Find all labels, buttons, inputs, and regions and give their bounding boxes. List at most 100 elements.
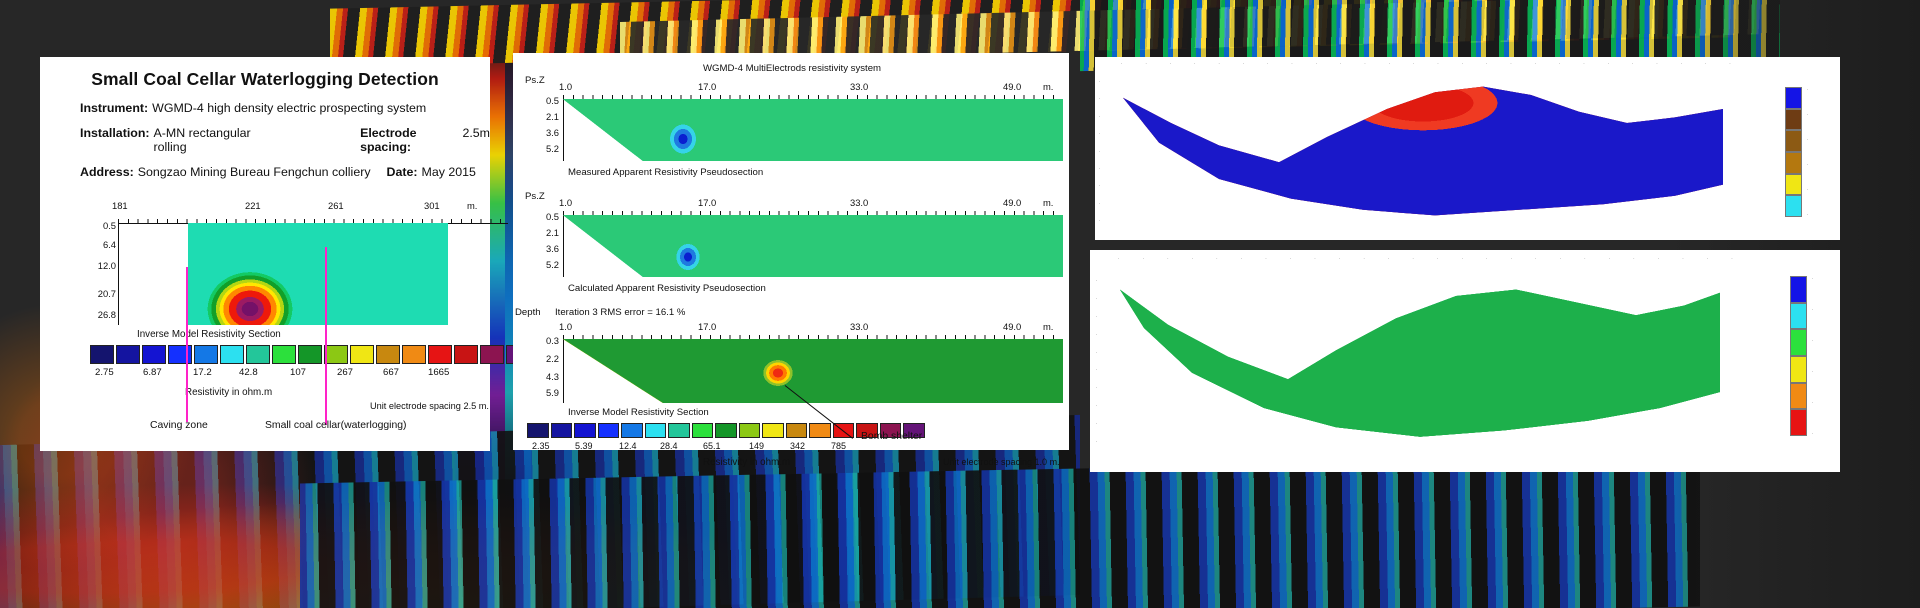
axis-tick-mark: · bbox=[1099, 200, 1101, 206]
left-xtick-0: 181 bbox=[112, 200, 128, 211]
colorbar-swatch bbox=[527, 423, 549, 438]
axis-tick-mark: · bbox=[1807, 162, 1809, 167]
right-bottom-plot-area: · · · · · · · · · · · · · · · · · · · · · · · · · · · · · · · · · · · · · ·… bbox=[1090, 250, 1840, 472]
left-unit-note: Unit electrode spacing 2.5 m. bbox=[370, 401, 489, 411]
s2-contour-fill bbox=[563, 215, 1063, 277]
left-cbar-val-6: 667 bbox=[383, 367, 400, 378]
s2-xtick-1: 17.0 bbox=[698, 197, 717, 208]
s1-xtick-3: 49.0 bbox=[1003, 81, 1022, 92]
colorbar-swatch bbox=[1785, 173, 1802, 196]
colorbar-swatch bbox=[376, 345, 400, 364]
right-top-resistivity-model bbox=[1123, 86, 1723, 216]
axis-tick-mark: · bbox=[1807, 137, 1809, 142]
axis-tick-mark: · bbox=[1099, 131, 1101, 137]
axis-tick-mark: · bbox=[1240, 256, 1243, 261]
axis-tick-mark: · bbox=[1096, 349, 1098, 355]
s3-ylabel: Depth bbox=[515, 307, 541, 318]
colorbar-swatch bbox=[480, 345, 504, 364]
axis-tick-mark: · bbox=[1535, 256, 1537, 261]
left-resistivity-image bbox=[188, 223, 448, 325]
s2-ytick-1: 2.1 bbox=[545, 227, 559, 238]
axis-tick-mark: · bbox=[1583, 61, 1585, 66]
colorbar-swatch bbox=[762, 423, 784, 438]
axis-tick-mark: · bbox=[1633, 256, 1635, 261]
colorbar-swatch bbox=[116, 345, 140, 364]
s3-iteration-rms: Iteration 3 RMS error = 16.1 % bbox=[555, 307, 686, 318]
s1-ylabel: Ps.Z bbox=[525, 75, 545, 86]
s1-caption: Measured Apparent Resistivity Pseudosect… bbox=[568, 167, 764, 178]
colorbar-swatch bbox=[691, 423, 713, 438]
colorbar-swatch bbox=[142, 345, 166, 364]
colorbar-swatch bbox=[454, 345, 478, 364]
axis-tick-mark: · bbox=[1096, 367, 1098, 373]
axis-tick-mark: · bbox=[1485, 61, 1488, 66]
colorbar-swatch bbox=[402, 345, 426, 364]
axis-tick-mark: · bbox=[1387, 256, 1390, 261]
axis-tick-mark: · bbox=[1096, 295, 1098, 301]
s3-caption: Inverse Model Resistivity Section bbox=[568, 407, 709, 418]
axis-tick-mark: · bbox=[1534, 61, 1537, 66]
mid-cbar-val-1: 5.39 bbox=[575, 441, 593, 451]
axis-tick-mark: · bbox=[1363, 256, 1365, 261]
s1-pseudosection-image bbox=[563, 99, 1063, 161]
colorbar-swatch bbox=[194, 345, 218, 364]
s3-y-axis bbox=[563, 339, 564, 403]
left-xtick-2: 261 bbox=[328, 200, 344, 211]
axis-tick-mark: · bbox=[1731, 256, 1733, 261]
s1-ytick-2: 3.6 bbox=[545, 127, 559, 138]
annotation-caving-zone: Caving zone bbox=[150, 420, 208, 431]
colorbar-swatch bbox=[350, 345, 374, 364]
s2-y-axis bbox=[563, 215, 564, 277]
middle-header-title: WGMD-4 MultiElectrods resistivity system bbox=[703, 63, 882, 74]
right-bottom-ytick-col: · · · · · · · · · · bbox=[1096, 278, 1097, 444]
right-top-plot-area: · · · · · · · · · · · · · · · · · · · · · · · · · · · · · · · · · · · · · ·… bbox=[1095, 57, 1840, 240]
colorbar-swatch bbox=[809, 423, 831, 438]
colorbar-swatch bbox=[738, 423, 760, 438]
s3-ytick-1: 2.2 bbox=[545, 353, 559, 364]
left-xtick-1: 221 bbox=[245, 200, 261, 211]
axis-tick-mark: · bbox=[1437, 61, 1439, 66]
axis-tick-mark: · bbox=[1812, 431, 1814, 436]
left-colorbar-caption: Resistivity in ohm.m bbox=[185, 387, 273, 398]
colorbar-swatch bbox=[1790, 329, 1807, 357]
axis-tick-mark: · bbox=[1142, 256, 1144, 261]
colorbar-swatch bbox=[246, 345, 270, 364]
axis-tick-mark: · bbox=[1099, 79, 1101, 84]
mid-cbar-val-5: 149 bbox=[749, 441, 765, 451]
s3-xtick-0: 1.0 bbox=[559, 321, 573, 332]
left-xtick-3: 301 bbox=[424, 200, 440, 211]
mid-cbar-val-0: 2.35 bbox=[532, 441, 550, 451]
field-installation-value: A-MN rectangular rolling bbox=[153, 126, 251, 154]
s1-y-axis bbox=[563, 99, 564, 161]
s2-ylabel: Ps.Z bbox=[525, 191, 545, 202]
axis-tick-mark: · bbox=[1657, 256, 1660, 261]
s1-ytick-0: 0.5 bbox=[545, 95, 559, 106]
colorbar-swatch bbox=[668, 423, 690, 438]
colorbar-swatch bbox=[90, 345, 114, 364]
field-electrode-spacing-value: 2.5m bbox=[462, 126, 490, 140]
left-ytick-4: 26.8 bbox=[97, 309, 116, 320]
axis-tick-mark: · bbox=[1096, 278, 1098, 283]
axis-tick-mark: · bbox=[1242, 61, 1245, 66]
axis-tick-mark: · bbox=[1704, 61, 1707, 66]
s1-contour-fill bbox=[563, 99, 1063, 161]
colorbar-swatch bbox=[1785, 195, 1802, 218]
colorbar-swatch bbox=[1785, 108, 1802, 131]
left-ytick-1: 6.4 bbox=[102, 239, 116, 250]
mid-cbar-val-3: 28.4 bbox=[660, 441, 678, 451]
colorbar-swatch bbox=[785, 423, 807, 438]
colorbar-swatch bbox=[1785, 87, 1802, 109]
axis-tick-mark: · bbox=[1656, 61, 1658, 66]
axis-tick-mark: · bbox=[1145, 61, 1147, 66]
colorbar-swatch bbox=[1790, 302, 1807, 330]
axis-tick-mark: · bbox=[1314, 256, 1316, 261]
axis-tick-mark: · bbox=[1485, 256, 1488, 261]
left-ytick-2: 12.0 bbox=[97, 260, 116, 271]
axis-tick-mark: · bbox=[1388, 61, 1391, 66]
mid-cbar-val-4: 65.1 bbox=[703, 441, 721, 451]
axis-tick-mark: · bbox=[1510, 61, 1512, 66]
axis-tick-mark: · bbox=[1167, 256, 1169, 261]
right-bottom-xtick-row: · · · · · · · · · · · · · · · · · · · · · · · · · · bbox=[1118, 256, 1733, 261]
field-date-label: Date: bbox=[386, 165, 418, 179]
axis-tick-mark: · bbox=[1412, 61, 1415, 66]
